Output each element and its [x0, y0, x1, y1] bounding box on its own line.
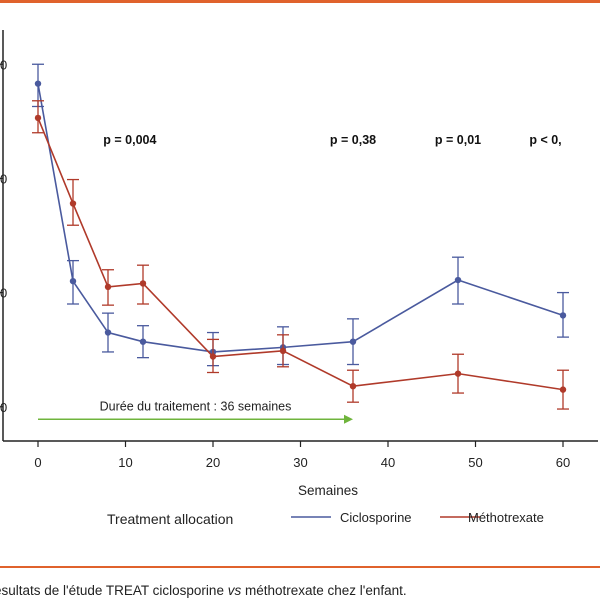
data-point: [104, 283, 112, 291]
data-point: [454, 276, 462, 284]
series-line: [37, 117, 564, 391]
y-tick-label: 30: [0, 286, 7, 301]
legend-title: Treatment allocation: [107, 511, 233, 527]
data-point: [34, 114, 42, 122]
data-point: [349, 383, 357, 390]
data-point: [69, 277, 77, 285]
data-point: [69, 200, 77, 207]
y-tick-label: 40: [0, 171, 7, 186]
axes: 0 10 20 30 40 50 60 20 30 40 50: [0, 30, 598, 470]
p-value-annotation: p = 0,01: [435, 133, 481, 147]
caption-text-end: méthotrexate chez l'enfant.: [241, 583, 407, 598]
p-value-annotation: p < 0,: [529, 133, 561, 147]
series-0: [32, 63, 569, 367]
x-tick-label: 0: [34, 455, 41, 470]
caption-text: ésultats de l'étude TREAT ciclosporine: [0, 583, 228, 598]
caption-italic: vs: [227, 583, 242, 598]
x-axis-label: Semaines: [298, 483, 358, 498]
x-tick-label: 60: [556, 455, 570, 470]
series-line: [37, 83, 564, 353]
y-tick-label: 20: [0, 400, 7, 415]
annotation-layer: Durée du traitement : 36 semaines p = 0,0…: [38, 133, 562, 424]
legend-label: Méthotrexate: [468, 510, 544, 525]
data-point: [559, 386, 567, 393]
data-point: [559, 312, 567, 319]
series-layer: [32, 63, 569, 410]
data-point: [209, 353, 217, 360]
p-value-annotation: p = 0,38: [330, 133, 376, 147]
data-point: [139, 338, 147, 345]
x-tick-label: 50: [468, 455, 482, 470]
x-tick-label: 10: [118, 455, 132, 470]
x-tick-label: 40: [381, 455, 395, 470]
x-tick-label: 30: [293, 455, 307, 470]
data-point: [104, 329, 112, 336]
data-point: [454, 370, 462, 377]
treatment-arrow-head: [344, 414, 353, 424]
data-point: [34, 80, 42, 87]
treatment-duration-label: Durée du traitement : 36 semaines: [100, 399, 292, 413]
bottom-rule: [0, 566, 600, 568]
legend-label: Ciclosporine: [340, 510, 412, 525]
data-point: [279, 347, 287, 355]
top-rule: [0, 0, 600, 3]
series-1: [32, 100, 569, 410]
figure-caption: ésultats de l'étude TREAT ciclosporine v…: [0, 583, 407, 598]
x-tick-label: 20: [206, 455, 220, 470]
p-value-annotation: p = 0,004: [103, 133, 156, 147]
y-tick-label: 50: [0, 57, 7, 72]
data-point: [349, 338, 357, 345]
legend: Treatment allocation Ciclosporine Méthotr…: [107, 510, 544, 527]
data-point: [139, 280, 147, 287]
